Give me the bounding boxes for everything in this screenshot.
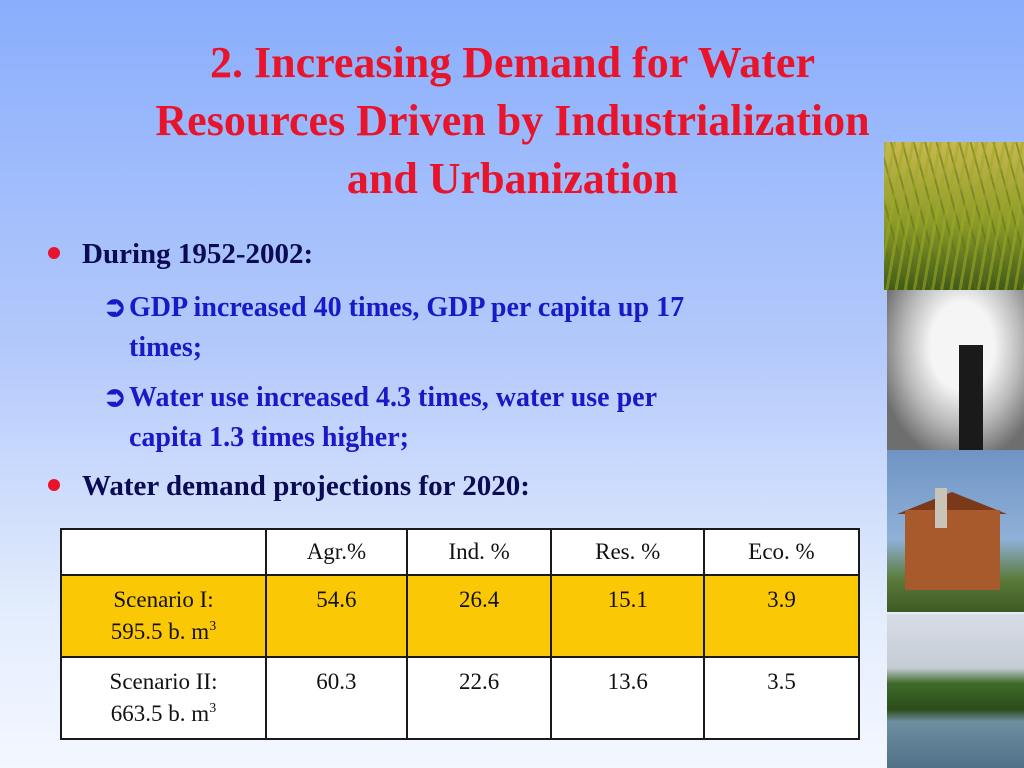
sub-bullet-1: ➲ GDP increased 40 times, GDP per capita…	[103, 288, 823, 368]
slide-title: 2. Increasing Demand for Water Resources…	[40, 34, 985, 208]
roof	[897, 492, 1007, 514]
bullet-1-text: During 1952-2002:	[82, 238, 314, 270]
scenario-cell: Scenario II: 663.5 b. m3	[60, 656, 267, 740]
smokestack-photo	[887, 290, 1024, 450]
header-cell-ind: Ind. %	[405, 528, 553, 576]
header-cell-eco: Eco. %	[702, 528, 861, 576]
tower	[935, 488, 947, 528]
bullet-dot-icon	[48, 247, 60, 259]
sub-bullet-2-line2: capita 1.3 times higher;	[129, 422, 409, 453]
header-cell-res: Res. %	[550, 528, 705, 576]
scenario-volume: 663.5 b. m	[110, 701, 210, 726]
table-header-row: Agr.% Ind. % Res. % Eco. %	[60, 528, 861, 576]
chimney	[959, 345, 983, 450]
sub-bullet-2-line1: Water use increased 4.3 times, water use…	[129, 382, 658, 413]
table-row: Scenario II: 663.5 b. m3 60.3 22.6 13.6 …	[60, 656, 861, 740]
scenario-label: Scenario II:	[109, 669, 218, 694]
building	[905, 510, 1000, 590]
value-cell-agr: 54.6	[265, 574, 408, 658]
sub-bullet-1-line2: times;	[129, 332, 203, 363]
unit-exponent: 3	[209, 701, 217, 716]
sub-bullet-2: ➲ Water use increased 4.3 times, water u…	[103, 378, 823, 458]
river-photo	[887, 614, 1024, 768]
title-line-2: Resources Driven by Industrialization	[155, 96, 870, 145]
header-cell-empty	[60, 528, 267, 576]
value-cell-eco: 3.9	[702, 574, 861, 658]
bullet-2-text: Water demand projections for 2020:	[82, 470, 530, 502]
bullet-1: During 1952-2002:	[48, 238, 313, 271]
value-cell-ind: 26.4	[405, 574, 553, 658]
building-rainbow-photo	[887, 450, 1024, 612]
rice-field-photo	[884, 142, 1024, 290]
circled-arrow-icon: ➲	[103, 292, 127, 323]
bullet-dot-icon	[48, 479, 60, 491]
value-cell-ind: 22.6	[405, 656, 553, 740]
title-line-3: and Urbanization	[346, 154, 679, 203]
scenario-label: Scenario I:	[113, 587, 214, 612]
value-cell-agr: 60.3	[265, 656, 408, 740]
value-cell-eco: 3.5	[702, 656, 861, 740]
bullet-2: Water demand projections for 2020:	[48, 470, 530, 503]
title-line-1: 2. Increasing Demand for Water	[210, 38, 815, 87]
scenario-cell: Scenario I: 595.5 b. m3	[60, 574, 267, 658]
scenario-volume: 595.5 b. m	[110, 619, 210, 644]
header-cell-agr: Agr.%	[265, 528, 408, 576]
table-row: Scenario I: 595.5 b. m3 54.6 26.4 15.1 3…	[60, 574, 861, 658]
value-cell-res: 13.6	[550, 656, 705, 740]
sub-bullet-1-line1: GDP increased 40 times, GDP per capita u…	[129, 292, 685, 323]
value-cell-res: 15.1	[550, 574, 705, 658]
circled-arrow-icon: ➲	[103, 382, 127, 413]
unit-exponent: 3	[209, 619, 217, 634]
water-demand-table: Agr.% Ind. % Res. % Eco. % Scenario I: 5…	[60, 528, 861, 740]
